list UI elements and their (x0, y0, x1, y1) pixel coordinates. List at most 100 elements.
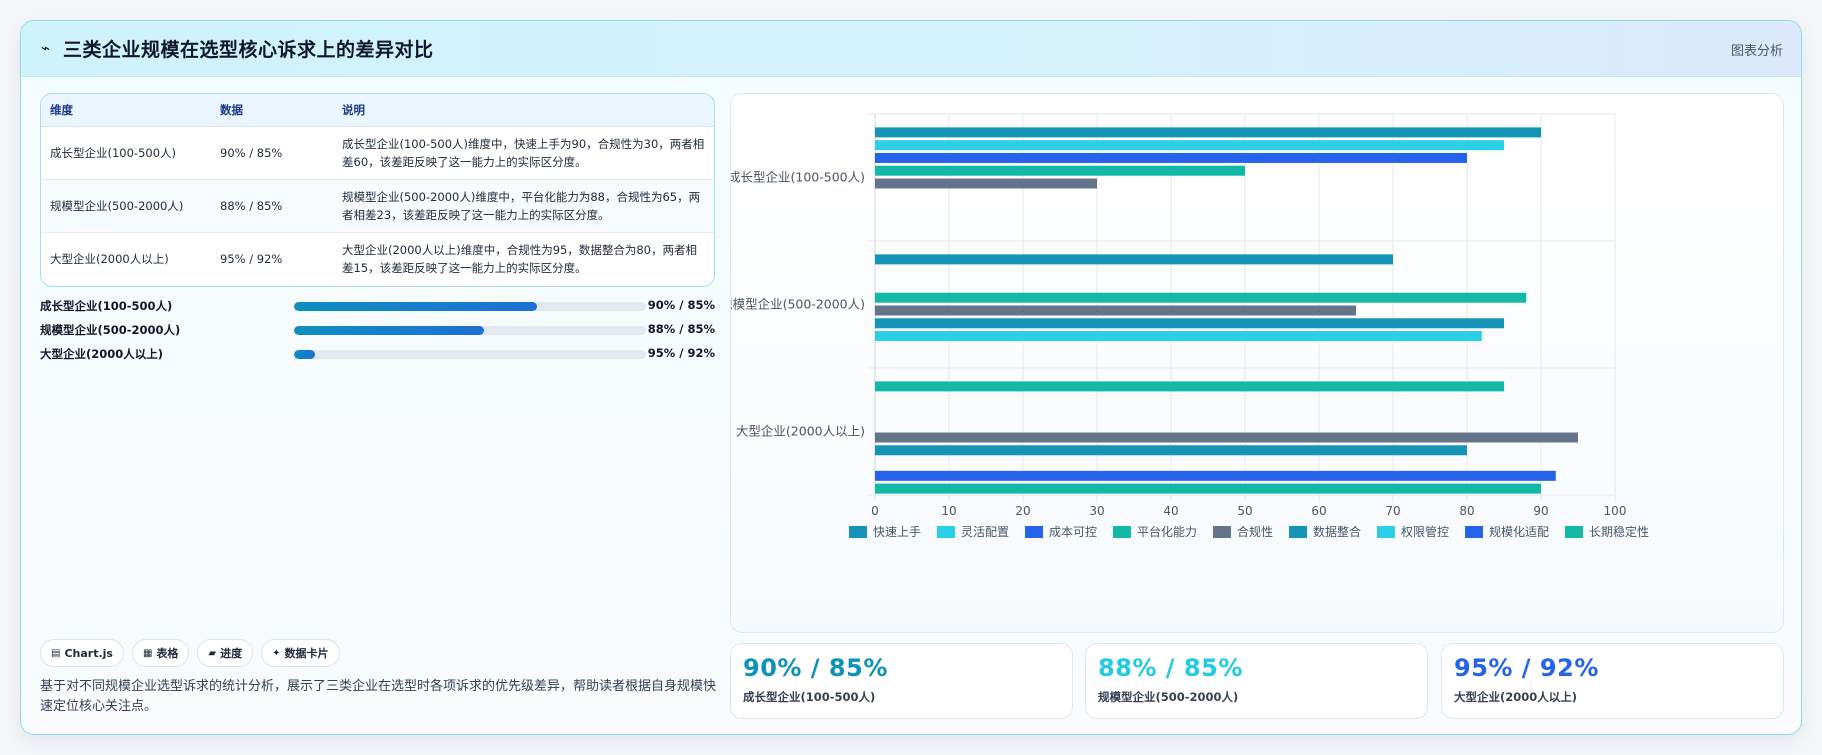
legend-swatch (1377, 526, 1395, 538)
main-card: ⌁ 三类企业规模在选型核心诉求上的差异对比 图表分析 维度 数据 说明 成长型企… (20, 20, 1802, 735)
progress-row: 成长型企业(100-500人) 90% / 85% (40, 298, 715, 314)
legend-swatch (1113, 526, 1131, 538)
legend-label: 合规性 (1237, 524, 1273, 539)
chip-label: 进度 (220, 647, 243, 660)
chip-data-card[interactable]: ✦ 数据卡片 (261, 639, 340, 667)
bar (875, 254, 1393, 265)
legend-swatch (937, 526, 955, 538)
chip-label: 数据卡片 (284, 647, 329, 660)
stat-label: 大型企业(2000人以上) (1454, 690, 1578, 704)
progress-row: 大型企业(2000人以上) 95% / 92% (40, 346, 715, 362)
x-tick-label: 80 (1459, 504, 1474, 518)
legend-label: 灵活配置 (961, 525, 1009, 539)
cell-data: 88% / 85% (211, 179, 333, 233)
cell-dimension: 规模型企业(500-2000人) (41, 179, 211, 233)
cell-dimension: 大型企业(2000人以上) (50, 252, 169, 266)
stat-value: 90% / 85% (743, 654, 888, 682)
cell-note: 大型企业(2000人以上)维度中，合规性为95，数据整合为80，两者相差15，该… (342, 243, 698, 275)
x-tick-label: 90 (1533, 504, 1548, 518)
table-icon: ▦ (142, 647, 153, 659)
progress-icon: ▰ (208, 647, 217, 659)
progress-fill (294, 302, 537, 311)
chip-chartjs[interactable]: ▤ Chart.js (40, 639, 124, 667)
progress-track (294, 350, 646, 359)
tech-chips: ▤ Chart.js ▦ 表格 ▰ 进度 ✦ 数据卡片 (40, 639, 340, 667)
table-row: 大型企业(2000人以上) 95% / 92% 大型企业(2000人以上)维度中… (41, 233, 714, 286)
cell-data: 95% / 92% (220, 252, 283, 266)
table-row: 成长型企业(100-500人) 90% / 85% 成长型企业(100-500人… (41, 126, 714, 180)
progress-label: 成长型企业(100-500人) (40, 299, 173, 313)
progress-fill (294, 326, 485, 335)
x-tick-label: 100 (1604, 504, 1627, 518)
chip-label: Chart.js (64, 646, 113, 660)
progress-fill (294, 350, 316, 359)
stat-value: 88% / 85% (1098, 654, 1243, 682)
legend-label: 平台化能力 (1137, 524, 1197, 539)
y-category-label: 大型企业(2000人以上) (736, 424, 865, 439)
bar (875, 381, 1504, 392)
stat-label: 规模型企业(500-2000人) (1098, 690, 1239, 704)
chart-analysis-link[interactable]: 图表分析 (1730, 44, 1783, 59)
x-tick-label: 40 (1163, 504, 1178, 518)
table-header-data: 数据 (211, 94, 333, 127)
legend-label: 长期稳定性 (1589, 524, 1649, 539)
legend-swatch (849, 526, 867, 538)
bar (875, 318, 1504, 329)
data-table: 维度 数据 说明 成长型企业(100-500人) 90% / 85% 成长型企业… (40, 93, 715, 287)
progress-value: 88% / 85% (647, 322, 715, 336)
page-title: 三类企业规模在选型核心诉求上的差异对比 (63, 39, 434, 61)
chart-panel: 0 10 20 30 40 50 60 70 80 90 100 成长型企业(100-500人) 规模型… (730, 93, 1784, 633)
y-category-label: 规模型企业(500-2000人) (731, 297, 865, 312)
chip-table[interactable]: ▦ 表格 (131, 639, 190, 667)
x-tick-label: 60 (1311, 504, 1326, 518)
legend-swatch (1213, 526, 1231, 538)
x-tick-label: 50 (1237, 504, 1252, 518)
bar (875, 331, 1482, 342)
x-tick-label: 20 (1015, 504, 1030, 518)
progress-value: 90% / 85% (647, 298, 715, 312)
legend-swatch (1025, 526, 1043, 538)
bar (875, 165, 1245, 176)
cell-note: 规模型企业(500-2000人)维度中，平台化能力为88，合规性为65，两者相差… (333, 179, 714, 233)
chip-progress[interactable]: ▰ 进度 (197, 639, 254, 667)
legend-label: 数据整合 (1313, 524, 1361, 539)
stat-card: 95% / 92% 大型企业(2000人以上) (1441, 643, 1784, 719)
cell-data: 90% / 85% (211, 126, 333, 180)
stat-value: 95% / 92% (1454, 654, 1599, 682)
legend-label: 规模化适配 (1489, 524, 1549, 539)
x-tick-label: 30 (1089, 504, 1104, 518)
bar (875, 470, 1556, 481)
x-tick-label: 10 (941, 504, 956, 518)
x-tick-label: 70 (1385, 504, 1400, 518)
chart-line-icon: ⌁ (41, 39, 51, 57)
legend-swatch (1565, 526, 1583, 538)
card-header: ⌁ 三类企业规模在选型核心诉求上的差异对比 图表分析 (21, 21, 1801, 77)
progress-label: 大型企业(2000人以上) (40, 347, 164, 361)
progress-track (294, 302, 646, 311)
legend-swatch (1465, 526, 1483, 538)
progress-row: 规模型企业(500-2000人) 88% / 85% (40, 322, 715, 338)
bar (875, 305, 1356, 316)
table-header-dimension: 维度 (41, 94, 211, 127)
chart-icon: ▤ (51, 647, 61, 659)
stat-card: 90% / 85% 成长型企业(100-500人) (730, 643, 1073, 719)
legend-swatch (1289, 526, 1307, 538)
bar (875, 178, 1097, 189)
bar (875, 140, 1504, 151)
bar (875, 445, 1467, 456)
y-category-label: 成长型企业(100-500人) (731, 170, 865, 185)
x-tick-label: 0 (871, 504, 879, 518)
legend-label: 权限管控 (1401, 524, 1449, 539)
bar (875, 432, 1578, 443)
stat-card: 88% / 85% 规模型企业(500-2000人) (1085, 643, 1428, 719)
stat-label: 成长型企业(100-500人) (743, 690, 876, 704)
chip-label: 表格 (156, 647, 179, 660)
table-header-note: 说明 (333, 94, 714, 127)
bar (875, 127, 1541, 138)
description: 基于对不同规模企业选型诉求的统计分析，展示了三类企业在选型时各项诉求的优先级差异… (40, 679, 717, 714)
progress-label: 规模型企业(500-2000人) (40, 323, 181, 337)
legend-label: 成本可控 (1049, 525, 1097, 539)
bar-chart: 0 10 20 30 40 50 60 70 80 90 100 成长型企业(100-500人) 规模型… (731, 113, 1649, 539)
progress-value: 95% / 92% (647, 346, 715, 360)
table-row: 规模型企业(500-2000人) 88% / 85% 规模型企业(500-200… (41, 179, 714, 233)
